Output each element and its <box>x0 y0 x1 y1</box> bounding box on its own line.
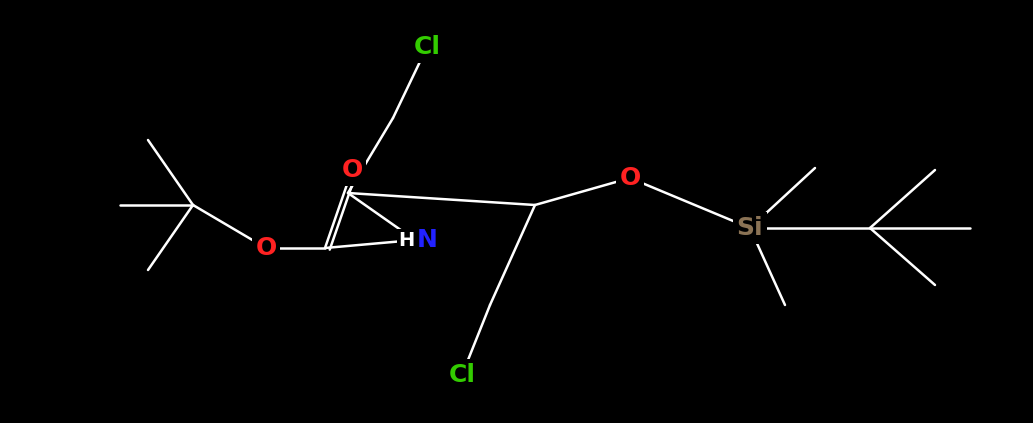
Text: H: H <box>399 231 415 250</box>
Text: O: O <box>255 236 277 260</box>
Text: Cl: Cl <box>413 35 440 59</box>
Text: N: N <box>417 228 438 252</box>
Text: Si: Si <box>737 216 763 240</box>
Text: Cl: Cl <box>448 363 475 387</box>
Text: O: O <box>341 158 363 182</box>
Text: O: O <box>620 166 640 190</box>
